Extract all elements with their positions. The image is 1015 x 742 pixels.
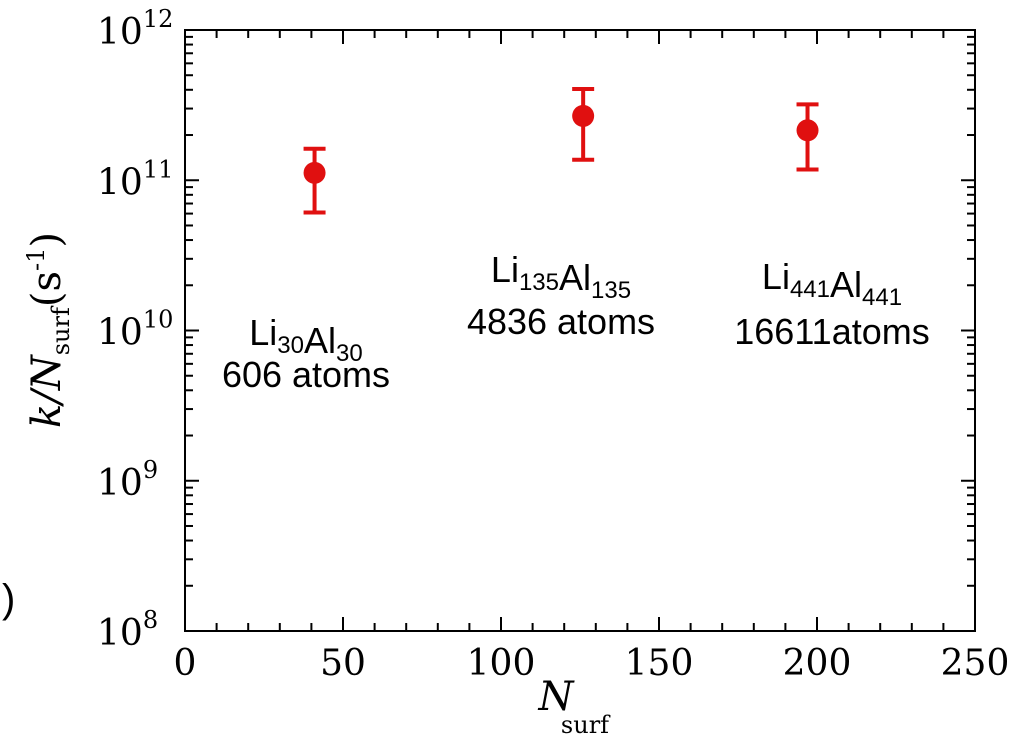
y-label-unit-open: (s — [24, 271, 70, 307]
y-tick-label: 108 — [97, 606, 158, 654]
y-tick-label: 1012 — [97, 5, 173, 53]
y-tick-base: 10 — [97, 313, 143, 354]
y-tick-exp: 8 — [143, 606, 158, 634]
x-axis-label-sub: surf — [561, 711, 611, 739]
formula-element: Al — [830, 264, 862, 305]
y-tick-label: 1010 — [97, 306, 173, 354]
y-tick-base: 10 — [97, 463, 143, 504]
y-label-sub: surf — [47, 305, 75, 355]
x-tick-label: 200 — [783, 643, 852, 684]
formula-subscript: 441 — [790, 276, 830, 303]
data-point — [796, 119, 819, 142]
y-axis-label: k/Nsurf(s-1) — [22, 232, 75, 428]
y-label-unit-sup: -1 — [22, 248, 50, 271]
annotation-formula: Li30Al30 — [249, 312, 362, 367]
stray-paren: ) — [2, 577, 15, 621]
formula-subscript: 30 — [277, 332, 304, 359]
x-tick-labels: 0 50 100 150 200 250 — [174, 643, 1010, 684]
y-tick-label: 1011 — [97, 155, 173, 203]
y-tick-exp: 10 — [143, 306, 174, 334]
x-tick-label: 100 — [467, 643, 536, 684]
y-tick-base: 10 — [97, 613, 143, 654]
axis-ticks — [184, 29, 976, 632]
x-tick-label: 250 — [941, 643, 1010, 684]
data-points — [303, 86, 819, 215]
data-point — [303, 161, 326, 184]
formula-element: Al — [559, 257, 591, 298]
annotation-formula: Li135Al135 — [491, 249, 631, 304]
annotation-formula: Li441Al441 — [762, 256, 902, 311]
y-tick-label: 109 — [97, 456, 158, 504]
y-label-main: k/N — [24, 353, 70, 428]
y-tick-exp: 11 — [143, 155, 174, 183]
annotation-atoms: 4836 atoms — [467, 301, 655, 342]
formula-subscript: 135 — [591, 277, 631, 304]
y-tick-exp: 12 — [143, 5, 174, 33]
svg-text:k/Nsurf(s-1): k/Nsurf(s-1) — [22, 232, 75, 428]
formula-subscript: 135 — [519, 269, 559, 296]
x-tick-label: 0 — [174, 643, 197, 684]
y-label-unit-close: ) — [24, 232, 70, 248]
annotation-atoms: 606 atoms — [222, 354, 390, 395]
data-point — [572, 104, 595, 127]
formula-element: Li — [491, 249, 519, 290]
x-tick-label: 150 — [625, 643, 694, 684]
formula-subscript: 30 — [336, 340, 363, 367]
x-tick-label: 50 — [320, 643, 366, 684]
x-axis-label: N — [538, 674, 576, 720]
formula-element: Li — [762, 256, 790, 297]
annotation-atoms: 16611atoms — [734, 311, 929, 352]
y-tick-base: 10 — [97, 12, 143, 53]
formula-element: Li — [249, 312, 277, 353]
formula-element: Al — [304, 320, 336, 361]
y-tick-base: 10 — [97, 162, 143, 203]
formula-subscript: 441 — [862, 284, 902, 311]
y-tick-exp: 9 — [143, 456, 158, 484]
